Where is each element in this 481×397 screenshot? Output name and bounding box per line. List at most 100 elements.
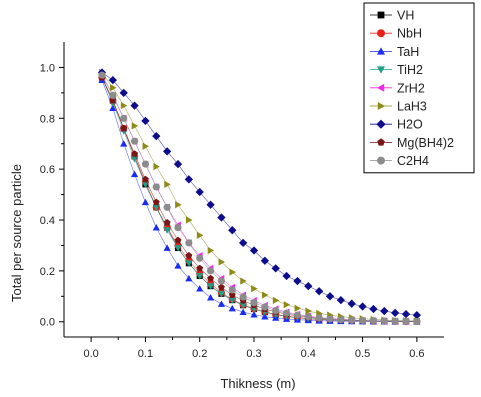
data-point <box>130 101 139 110</box>
y-tick-label: 0.6 <box>40 164 55 176</box>
data-point <box>315 314 323 322</box>
legend-marker <box>377 138 385 146</box>
x-tick-label: 0.3 <box>246 348 261 360</box>
axes: 0.0 0.1 0.2 0.3 0.4 0.5 0.6 0.0 0.2 0.4 0.6 0.8 1.0 <box>40 42 444 360</box>
data-point <box>358 302 367 311</box>
data-point <box>120 114 128 122</box>
data-point <box>196 264 204 272</box>
data-point <box>218 258 226 266</box>
data-point <box>185 239 193 247</box>
data-point <box>131 150 138 157</box>
legend-item-mg-bh4-2: Mg(BH4)2 <box>370 136 454 150</box>
legend-label: H2O <box>397 118 423 132</box>
data-point <box>239 308 247 315</box>
data-point <box>240 277 247 285</box>
legend-label: C2H4 <box>397 154 429 168</box>
x-tick-label: 0.1 <box>138 348 153 360</box>
y-tick-label: 1.0 <box>40 62 55 74</box>
data-point <box>239 238 248 248</box>
data-point <box>304 282 313 291</box>
data-point <box>152 224 160 231</box>
data-point <box>228 304 236 312</box>
legend-marker <box>377 102 385 110</box>
legend-item-vh: VH <box>370 9 414 23</box>
data-point <box>369 317 378 325</box>
data-point <box>391 317 399 325</box>
data-point <box>294 304 302 312</box>
data-point <box>152 183 160 191</box>
data-point <box>283 301 291 309</box>
data-point <box>164 180 171 189</box>
data-point <box>120 101 128 110</box>
legend-marker <box>377 156 385 165</box>
data-point <box>109 84 117 92</box>
data-point <box>412 310 421 320</box>
data-point <box>196 231 204 239</box>
legend-label: ZrH2 <box>397 81 425 95</box>
x-axis-label: Thikness (m) <box>220 376 295 391</box>
data-point <box>336 295 345 305</box>
legend-label: LaH3 <box>397 100 427 114</box>
legend-item-tah: TaH <box>370 45 419 59</box>
legend-marker <box>377 29 385 38</box>
data-point <box>130 170 139 178</box>
data-point <box>272 306 280 315</box>
x-tick-label: 0.4 <box>301 348 316 360</box>
data-point <box>239 302 247 309</box>
data-point <box>218 283 225 291</box>
data-point <box>271 264 280 273</box>
data-point <box>206 267 215 275</box>
data-point <box>109 104 117 111</box>
data-point <box>120 140 128 147</box>
data-point <box>282 271 291 281</box>
data-point <box>120 124 128 132</box>
data-point <box>250 311 258 318</box>
series-c2h4 <box>98 71 421 326</box>
data-point <box>228 297 236 304</box>
data-point <box>326 315 334 323</box>
data-point <box>228 286 236 294</box>
data-point <box>251 285 258 293</box>
data-point <box>337 316 345 324</box>
data-point <box>249 246 259 255</box>
legend-item-c2h4: C2H4 <box>370 154 429 168</box>
data-point <box>185 216 193 224</box>
legend: VH NbH TaH TiH2 ZrH2 LaH3 H2O Mg(BH4)2 C2H4 <box>363 2 475 174</box>
x-tick-label: 0.5 <box>355 348 370 360</box>
data-point <box>348 316 356 324</box>
data-point <box>217 290 226 298</box>
data-point <box>206 283 215 290</box>
data-point <box>174 245 182 252</box>
data-point <box>347 299 356 308</box>
data-point <box>119 88 128 97</box>
data-point <box>391 308 400 317</box>
legend-marker <box>377 11 385 19</box>
y-tick-label: 0.8 <box>40 113 55 125</box>
data-point <box>207 274 214 282</box>
plot-area <box>97 68 421 326</box>
data-point <box>293 276 302 286</box>
data-point <box>152 198 160 206</box>
data-point <box>109 91 117 100</box>
legend-marker <box>376 119 386 129</box>
x-tick-label: 0.0 <box>83 348 98 360</box>
series-h2o <box>97 68 421 320</box>
legend-marker <box>377 47 385 55</box>
y-tick-label: 0.2 <box>40 266 55 278</box>
legend-label: TiH2 <box>397 63 423 77</box>
data-point <box>260 256 269 265</box>
data-point <box>131 122 139 130</box>
data-point <box>196 285 204 292</box>
data-point <box>380 306 389 316</box>
data-point <box>217 277 226 285</box>
data-point <box>305 307 312 315</box>
data-point <box>261 291 269 299</box>
x-tick-label: 0.2 <box>192 348 207 360</box>
data-point <box>206 293 215 301</box>
data-point <box>282 309 291 317</box>
data-point <box>229 268 236 276</box>
legend-item-lah3: LaH3 <box>370 100 427 114</box>
data-point <box>261 313 269 320</box>
